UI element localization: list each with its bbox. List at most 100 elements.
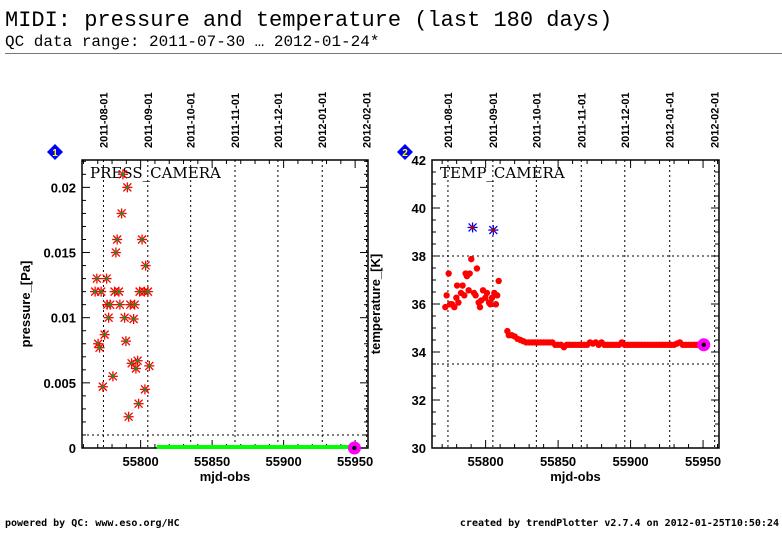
star-center: [126, 414, 131, 419]
star-center: [101, 384, 105, 389]
x-tick-label: 55950: [337, 454, 373, 469]
star-center: [131, 317, 136, 321]
data-point: [476, 303, 484, 311]
date-tick-label: 2011-10-01: [186, 92, 198, 148]
y-tick-label: 42: [412, 153, 426, 168]
y-tick-label: 36: [412, 297, 426, 312]
data-point: [128, 313, 139, 324]
data-range-subtitle: QC data range: 2011-07-30 … 2012-01-24*: [5, 33, 380, 51]
plot-number-badge-icon: [397, 144, 413, 160]
star-center: [115, 237, 119, 242]
star-center: [132, 302, 137, 307]
star-center: [147, 364, 152, 368]
plot-number: 1: [52, 148, 58, 159]
data-point: [488, 294, 496, 301]
plot-number: 2: [402, 148, 408, 159]
y-axis-label: pressure_[Pa]: [18, 261, 33, 348]
star-center: [121, 172, 125, 177]
data-point: [107, 371, 118, 382]
data-point: [487, 301, 494, 308]
star-center: [135, 358, 140, 363]
data-point: [126, 358, 137, 369]
star-center: [111, 374, 115, 379]
x-tick-label: 55800: [468, 454, 504, 469]
date-tick-label: 2011-11-01: [230, 93, 242, 148]
data-point: [133, 398, 144, 409]
data-point: [459, 282, 466, 289]
data-point: [472, 292, 479, 299]
y-tick-label: 38: [412, 249, 426, 264]
data-point: [140, 260, 151, 271]
star-center: [140, 237, 144, 242]
date-tick-label: 2011-08-01: [98, 92, 110, 148]
data-point: [144, 360, 155, 371]
date-tick-label: 2012-02-01: [710, 92, 722, 148]
outlier-point: [488, 225, 499, 236]
star-center: [125, 185, 130, 190]
plot-number-badge-icon: [47, 144, 63, 160]
x-tick-label: 55900: [266, 454, 302, 469]
data-point: [453, 282, 461, 289]
star-center: [136, 401, 141, 406]
x-tick-label: 55850: [194, 454, 230, 469]
data-point: [96, 286, 107, 297]
data-point: [453, 294, 460, 301]
star-center: [134, 366, 138, 371]
data-point: [142, 286, 153, 297]
data-point: [129, 299, 140, 310]
data-point: [94, 342, 105, 353]
data-point: [110, 247, 121, 258]
star-center: [129, 361, 134, 366]
date-tick-label: 2011-09-01: [143, 92, 155, 148]
data-point: [455, 299, 462, 306]
date-tick-label: 2012-02-01: [362, 92, 374, 148]
data-point: [494, 292, 501, 299]
header-divider: [5, 53, 782, 54]
date-tick-label: 2011-12-01: [620, 92, 632, 148]
data-point: [113, 286, 124, 297]
data-point: [120, 336, 131, 347]
plot-panel-1: 2011-08-01 2011-09-01 2011-10-01 2011-11-01…: [18, 92, 374, 484]
data-point: [122, 182, 133, 193]
data-point: [443, 292, 450, 299]
star-center: [106, 315, 111, 320]
data-point: [123, 411, 134, 422]
date-tick-label: 2011-08-01: [443, 92, 455, 148]
latest-point-center: [701, 342, 706, 347]
star-center: [117, 289, 121, 294]
x-axis-label: mjd-obs: [200, 469, 251, 484]
plot-frame: [81, 159, 369, 449]
y-tick-label: 0.01: [51, 311, 76, 326]
star-center: [99, 289, 103, 294]
plot-frame: [431, 159, 720, 449]
y-tick-label: 34: [412, 345, 427, 360]
data-point: [105, 299, 116, 310]
data-point: [137, 234, 148, 245]
star-center: [93, 289, 97, 294]
data-point: [103, 312, 114, 323]
date-tick-label: 2011-10-01: [531, 92, 543, 148]
data-point: [101, 273, 112, 284]
data-point: [465, 287, 472, 294]
star-center: [119, 211, 124, 216]
x-axis-label: mjd-obs: [550, 469, 601, 484]
y-tick-label: 0.005: [43, 376, 76, 391]
date-tick-label: 2011-11-01: [576, 93, 588, 148]
data-point: [112, 234, 123, 245]
data-point: [117, 169, 128, 180]
data-point: [492, 301, 500, 308]
date-tick-label: 2011-12-01: [273, 92, 285, 148]
star-center: [470, 225, 475, 230]
plot-title: TEMP_CAMERA: [440, 164, 565, 182]
y-tick-label: 0: [69, 441, 76, 456]
data-point: [119, 312, 130, 323]
star-center: [102, 332, 107, 337]
star-center: [95, 276, 99, 281]
data-point: [97, 381, 108, 392]
data-point: [466, 270, 473, 277]
star-center: [124, 339, 128, 343]
footer-created-by: created by trendPlotter v2.7.4 on 2012-0…: [459, 518, 779, 529]
page-title: MIDI: pressure and temperature (last 180…: [5, 8, 613, 33]
data-point: [114, 299, 125, 310]
latest-point-center: [352, 445, 357, 451]
